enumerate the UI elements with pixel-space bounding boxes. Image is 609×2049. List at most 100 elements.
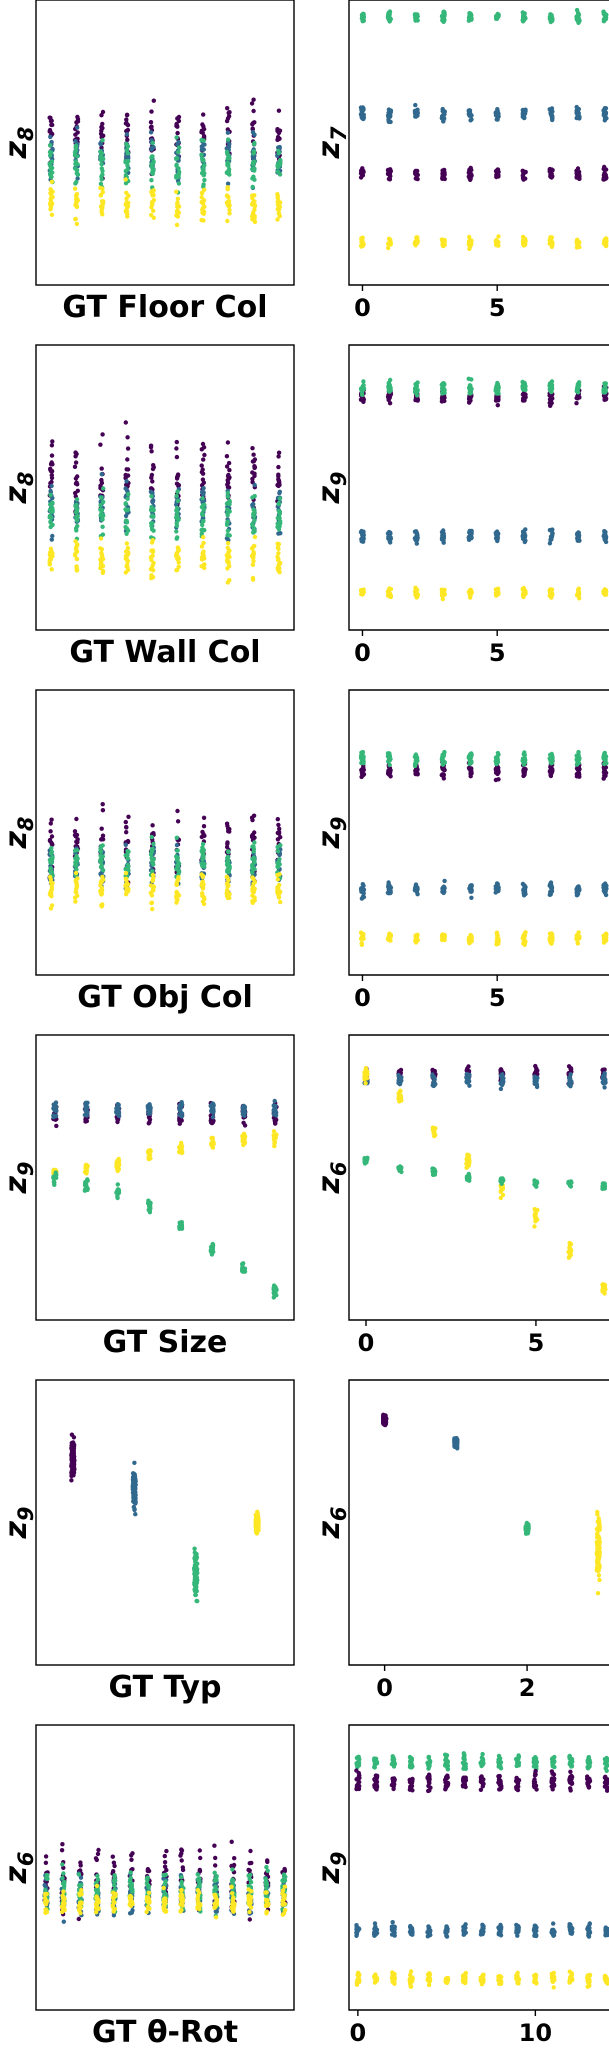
scatter-point [276,454,281,459]
scatter-point [202,562,207,567]
scatter-point [74,556,80,562]
scatter-point [469,895,474,900]
scatter-point [276,822,281,828]
scatter-point [125,856,130,861]
scatter-point [521,888,526,893]
scatter-point [276,546,281,551]
scatter-point [149,494,154,499]
scatter-point [100,570,106,575]
scatter-point [69,1455,74,1461]
scatter-point [125,200,130,205]
scatter-point [151,888,156,893]
scatter-point [98,848,103,853]
scatter-point [72,829,78,834]
scatter-point [415,932,420,938]
scatter-point [386,170,391,176]
scatter-point [74,480,79,485]
scatter-point [251,452,256,457]
scatter-point [241,1112,246,1117]
scatter-point [199,891,205,896]
scatter-point [74,120,79,125]
scatter-point [522,891,528,897]
scatter-point [149,507,154,513]
scatter-point [125,467,131,472]
scatter-point [442,934,447,939]
scatter-point [49,212,55,217]
scatter-point [250,856,255,862]
scatter-point [208,1249,214,1254]
scatter-point [574,14,579,19]
scatter-point [466,1079,472,1084]
scatter-point [464,1157,469,1162]
scatter-point [242,1105,247,1110]
scatter-point [412,589,418,594]
scatter-point [53,1170,58,1175]
scatter-point [275,127,280,132]
scatter-point [250,176,255,181]
scatter-point [603,167,609,172]
scatter-point [175,124,180,129]
scatter-point [360,236,365,241]
scatter-point [74,221,80,227]
scatter-point [73,870,79,876]
scatter-point [115,1195,120,1201]
scatter-point [362,1070,367,1075]
scatter-point [75,114,80,120]
scatter-point [277,524,282,529]
scatter-point [179,1226,185,1231]
scatter-point [278,899,283,905]
scatter-point [125,853,130,858]
scatter-point [210,1242,216,1247]
scatter-point [174,881,179,886]
scatter-point [566,1064,572,1069]
scatter-point [73,526,79,531]
scatter-point [386,880,391,885]
scatter-point [224,454,230,459]
scatter-point [151,193,156,198]
scatter-point [100,843,105,848]
scatter-point [271,1129,277,1134]
scatter-point [209,1120,214,1125]
y-axis-label: z7 [312,126,351,159]
scatter-point [226,883,231,888]
scatter-point [250,470,255,475]
scatter-point [176,181,182,186]
scatter-point [49,834,55,839]
scatter-point [388,587,394,592]
scatter-point [149,475,154,480]
scatter-point [125,496,130,501]
scatter-point [440,756,445,761]
scatter-point [176,145,182,150]
scatter-point [275,207,280,212]
scatter-point [496,388,501,393]
scatter-point [532,1079,537,1084]
x-axis-label: GT Size [103,1325,228,1360]
scatter-point [146,1150,151,1155]
scatter-point [275,194,280,199]
scatter-point [252,465,257,471]
scatter-point [494,239,499,244]
scatter-point [398,1088,403,1094]
scatter-point [467,11,472,16]
scatter-point [249,815,255,820]
scatter-point [49,179,54,184]
x-tick-label: 5 [489,294,506,322]
scatter-point [83,1108,89,1113]
scatter-point [176,166,181,171]
scatter-point [442,398,447,404]
plot-frame [35,1034,295,1321]
scatter-point [577,755,582,761]
scatter-point [494,932,500,937]
scatter-point [359,888,365,893]
scatter-point [396,1072,401,1078]
scatter-point [74,204,80,209]
scatter-point [49,849,55,855]
scatter-point [149,178,154,183]
scatter-point [48,502,53,507]
scatter-point [468,587,473,592]
scatter-point [123,501,128,507]
scatter-point [225,218,230,224]
scatter-point [47,874,53,880]
scatter-point [523,392,528,397]
